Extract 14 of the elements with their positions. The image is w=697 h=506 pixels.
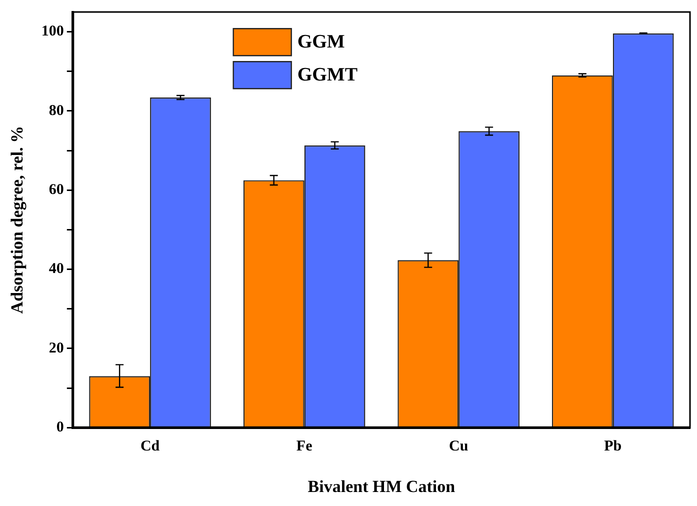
legend-label: GGMT — [297, 64, 358, 86]
x-tick-label: Cd — [140, 438, 160, 454]
x-tick-label: Cu — [448, 438, 468, 454]
x-tick-label: Pb — [604, 438, 622, 454]
y-axis-title: Adsorption degree, rel. % — [8, 126, 27, 314]
x-tick-label: Fe — [296, 438, 313, 454]
y-tick-label: 40 — [48, 261, 64, 278]
y-tick-label: 100 — [41, 24, 64, 40]
x-axis-title: Bivalent HM Cation — [308, 477, 456, 496]
y-tick-label: 0 — [56, 419, 64, 436]
y-tick-label: 20 — [48, 340, 64, 356]
y-tick-label: 60 — [48, 182, 64, 198]
y-tick-label: 80 — [48, 102, 64, 119]
legend-label: GGM — [297, 32, 345, 53]
